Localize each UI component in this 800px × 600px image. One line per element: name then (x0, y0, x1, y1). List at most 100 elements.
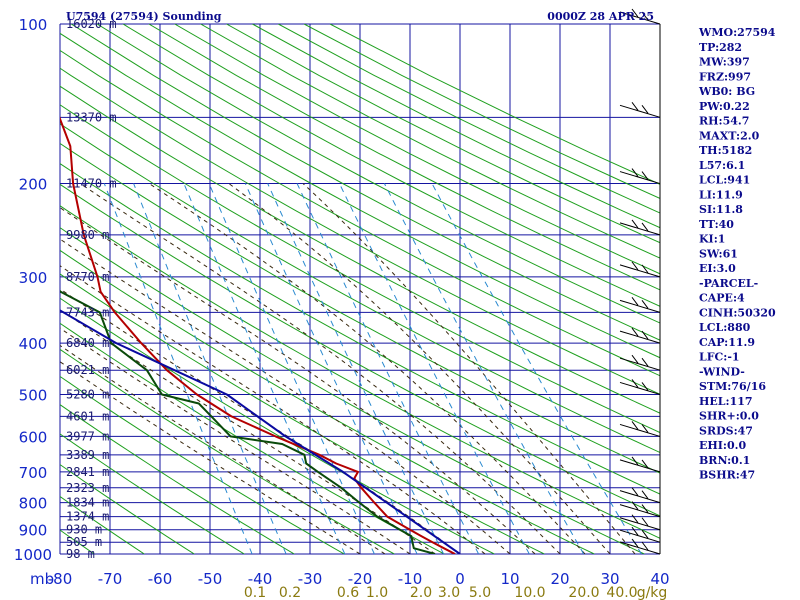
dry-adiabats (60, 24, 660, 554)
dry-adiabat (200, 24, 660, 259)
dry-adiabat (60, 123, 660, 454)
height-label: 7743 m (66, 305, 109, 319)
dry-adiabat (60, 67, 660, 395)
wind-barb (619, 8, 661, 25)
wind-barb (619, 327, 661, 344)
height-label: 98 m (66, 547, 95, 561)
index-item: -PARCEL- (699, 277, 758, 290)
pressure-label: 900 (19, 522, 48, 540)
wind-barb (619, 487, 661, 504)
index-item: HEL:117 (699, 395, 753, 408)
temperature-tick-label: 0 (455, 570, 465, 588)
dry-adiabat (60, 375, 345, 554)
wind-barb (619, 379, 661, 395)
mixing-ratio-label: 3.0 (438, 585, 460, 600)
pressure-grid (59, 23, 661, 555)
wind-barb (619, 354, 661, 371)
temperature-tick-label: -60 (148, 570, 173, 588)
dry-adiabat (60, 142, 660, 474)
height-label: 2323 m (66, 481, 109, 495)
height-label: 3389 m (66, 448, 109, 462)
sounding-title: U7594 (27594) Sounding (66, 10, 222, 23)
wind-barb (619, 526, 661, 543)
temperature-tick-label: -40 (248, 570, 273, 588)
dry-adiabat (60, 85, 660, 414)
height-label: 930 m (66, 523, 102, 537)
mixing-ratio-line (267, 183, 445, 554)
moist-adiabat (79, 183, 561, 554)
index-item: LFC:-1 (699, 351, 740, 364)
index-item: FRZ:997 (699, 70, 751, 83)
wind-barb (619, 501, 661, 518)
wind-barbs (619, 8, 661, 555)
height-label: 8770 m (66, 270, 109, 284)
mixing-ratio-label: 0.2 (279, 585, 301, 600)
index-item: LCL:880 (699, 321, 751, 334)
pressure-label: 100 (19, 16, 48, 34)
height-label: 13370 m (66, 110, 117, 124)
pressure-label: 600 (19, 428, 48, 446)
moist-adiabat (228, 183, 611, 554)
height-label: 5280 m (66, 388, 109, 402)
height-label: 6021 m (66, 363, 109, 377)
index-item: WMO:27594 (698, 26, 776, 39)
height-label: 1834 m (66, 496, 109, 510)
dry-adiabat (60, 273, 545, 554)
pressure-label: 200 (19, 176, 48, 194)
dry-adiabat (60, 322, 445, 554)
mixing-ratio-line (244, 183, 418, 554)
wind-barb (619, 261, 661, 278)
mixing-ratio-label: g/kg (637, 585, 668, 600)
dry-adiabat (60, 49, 660, 377)
wind-barb (619, 297, 661, 313)
index-item: KI:1 (699, 233, 725, 246)
temperature-tick-label: 30 (600, 570, 619, 588)
index-item: BSHR:47 (699, 469, 755, 482)
height-label: 11470 m (66, 177, 117, 191)
moist-adiabat (60, 265, 486, 554)
mixing-ratio-label: 0.1 (244, 585, 266, 600)
dry-adiabat (60, 249, 595, 554)
height-label: 3977 m (66, 429, 109, 443)
wind-barb (619, 102, 661, 118)
index-item: PW:0.22 (699, 100, 750, 113)
mixing-ratio-label: 10.0 (514, 585, 545, 600)
dry-adiabat (70, 24, 660, 341)
height-label: 2841 m (66, 465, 109, 479)
dry-adiabat (60, 32, 660, 359)
moist-adiabat (60, 361, 361, 554)
temperature-profile (60, 116, 456, 554)
index-item: CAPE:4 (699, 292, 745, 305)
index-item: LI:11.9 (699, 188, 743, 201)
index-item: TP:282 (699, 41, 742, 54)
pressure-label: 800 (19, 495, 48, 513)
height-label: 6840 m (66, 336, 109, 350)
index-item: SRDS:47 (699, 424, 753, 437)
dry-adiabat (60, 463, 195, 554)
wind-barb (619, 538, 661, 555)
index-item: SW:61 (699, 247, 738, 260)
index-item: CINH:50320 (699, 306, 776, 319)
parcel-path (60, 309, 461, 554)
mixing-ratio-line (338, 183, 530, 554)
sounding-time: 0000Z 28 APR 25 (547, 10, 654, 23)
temperature-tick-label: 10 (500, 570, 519, 588)
mixing-ratio-line (183, 183, 346, 554)
index-item: BRN:0.1 (699, 454, 750, 467)
dry-adiabat (60, 297, 495, 554)
dry-adiabat (60, 348, 395, 554)
mixing-ratio-line (208, 183, 375, 554)
dry-adiabat (60, 404, 295, 554)
mixing-ratio-line (296, 183, 480, 554)
temperature-tick-label: -80 (48, 570, 73, 588)
index-item: TT:40 (699, 218, 734, 231)
height-label: 9980 m (66, 228, 109, 242)
temperature-tick-label: -20 (348, 570, 373, 588)
index-item: -WIND- (699, 365, 745, 378)
wind-barb (619, 168, 661, 185)
mixing-ratio-line (133, 183, 287, 554)
dry-adiabat (226, 24, 660, 244)
dry-adiabat (60, 433, 245, 554)
